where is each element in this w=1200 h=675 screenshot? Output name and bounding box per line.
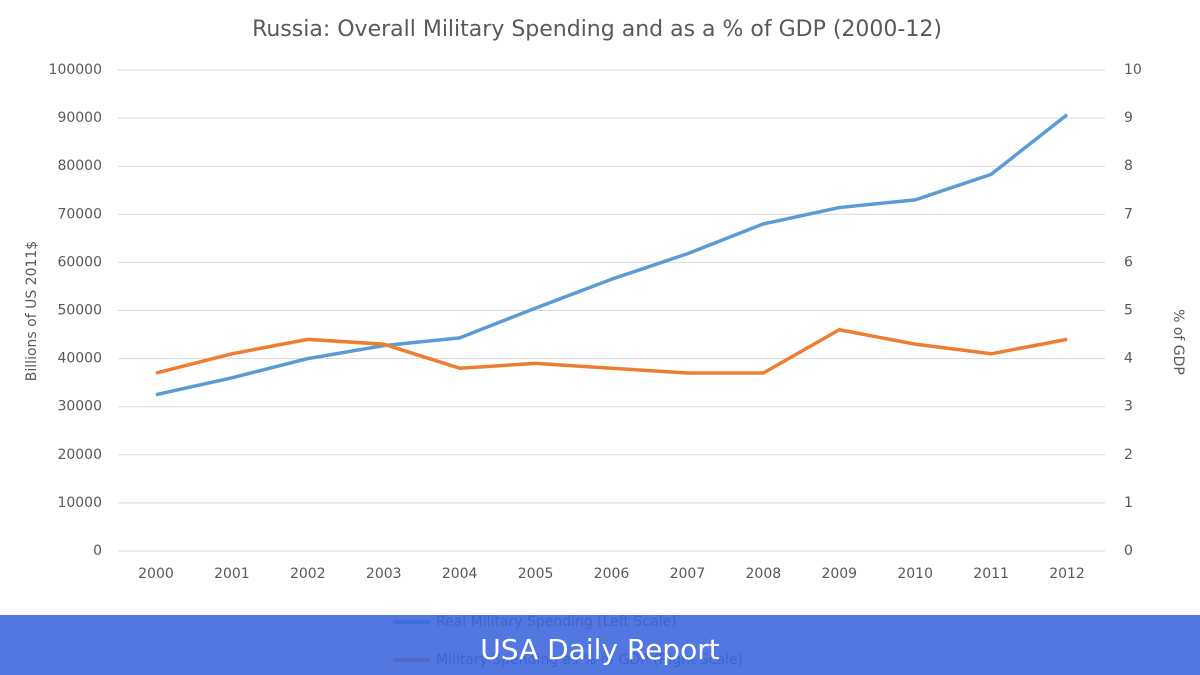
y-tick-label: 50000 [57,303,102,319]
x-tick-label: 2002 [290,566,326,582]
x-tick-label: 2011 [973,566,1009,582]
y-axis-title: Billions of US 2011$ [24,241,40,381]
y-tick-label: 0 [93,543,102,559]
y-tick-label: 40000 [57,351,102,367]
x-tick-label: 2010 [897,566,933,582]
y-tick-label: 70000 [57,206,102,222]
y2-axis-title: % of GDP [1170,309,1186,375]
y2-tick-label: 3 [1124,399,1133,415]
x-tick-label: 2012 [1049,566,1085,582]
y2-tick-label: 5 [1124,303,1133,319]
y2-tick-label: 9 [1124,110,1133,126]
x-tick-label: 2006 [594,566,630,582]
y2-tick-label: 7 [1124,206,1133,222]
y2-tick-label: 2 [1124,447,1133,463]
series-line [155,113,1069,397]
y2-tick-label: 1 [1124,495,1133,511]
y-tick-label: 30000 [57,399,102,415]
x-tick-label: 2004 [442,566,478,582]
series-line [155,327,1068,375]
y-tick-label: 80000 [57,158,102,174]
y2-tick-label: 10 [1124,62,1142,78]
chart-title: Russia: Overall Military Spending and as… [252,17,942,42]
y-tick-label: 100000 [49,62,102,78]
x-tick-label: 2000 [138,566,174,582]
y-tick-label: 20000 [57,447,102,463]
y2-tick-label: 4 [1124,351,1133,367]
x-tick-label: 2009 [821,566,857,582]
y-tick-label: 60000 [57,254,102,270]
y2-tick-label: 8 [1124,158,1133,174]
banner-background [0,615,1200,675]
x-tick-label: 2003 [366,566,402,582]
y2-tick-label: 0 [1124,543,1133,559]
x-tick-label: 2001 [214,566,250,582]
y-tick-label: 90000 [57,110,102,126]
banner-text: USA Daily Report [480,633,719,666]
x-tick-label: 2007 [670,566,706,582]
x-tick-label: 2005 [518,566,554,582]
y-tick-label: 10000 [57,495,102,511]
x-tick-label: 2008 [746,566,782,582]
y2-tick-label: 6 [1124,254,1133,270]
plot-area: 0100002000030000400005000060000700008000… [49,62,1142,582]
